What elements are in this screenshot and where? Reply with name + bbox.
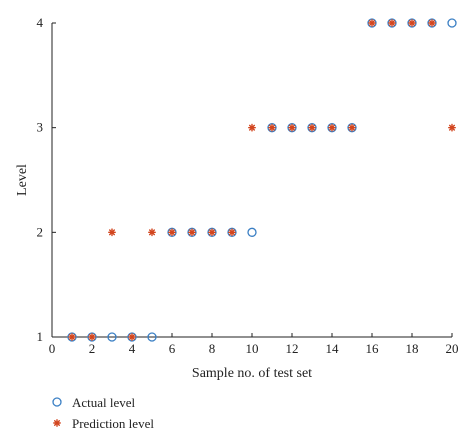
prediction-level-point bbox=[68, 333, 76, 341]
actual-level-point bbox=[267, 123, 277, 133]
actual-level-point bbox=[347, 123, 357, 133]
actual-level-point bbox=[287, 123, 297, 133]
y-tick-label: 4 bbox=[37, 15, 44, 30]
actual-level-point bbox=[447, 18, 457, 28]
prediction-level-point bbox=[208, 228, 216, 237]
prediction-level-point bbox=[248, 123, 256, 132]
prediction-level-point bbox=[168, 228, 176, 237]
prediction-level-point bbox=[188, 228, 196, 237]
actual-level-point bbox=[167, 227, 177, 237]
legend-circle-icon bbox=[52, 397, 62, 407]
prediction-level-point bbox=[428, 19, 436, 27]
prediction-level-point bbox=[448, 123, 456, 132]
x-tick-label: 14 bbox=[326, 341, 340, 356]
legend-label: Prediction level bbox=[72, 416, 154, 431]
y-axis-label: Level bbox=[15, 164, 30, 196]
x-tick-label: 6 bbox=[169, 341, 176, 356]
prediction-level-point bbox=[228, 228, 236, 237]
x-tick-label: 20 bbox=[446, 341, 459, 356]
x-tick-label: 10 bbox=[246, 341, 259, 356]
legend: Actual level Prediction level bbox=[52, 395, 154, 431]
legend-star-icon bbox=[53, 419, 61, 427]
actual-level-point bbox=[427, 18, 437, 28]
prediction-level-point bbox=[408, 19, 416, 27]
prediction-level-point bbox=[148, 228, 156, 237]
data-points bbox=[67, 18, 457, 342]
actual-level-point bbox=[247, 227, 257, 237]
x-tick-label: 12 bbox=[286, 341, 299, 356]
x-tick-label: 8 bbox=[209, 341, 216, 356]
legend-label: Actual level bbox=[72, 395, 136, 410]
y-tick-label: 3 bbox=[37, 120, 44, 135]
y-tick-label: 2 bbox=[37, 224, 44, 239]
x-tick-label: 4 bbox=[129, 341, 136, 356]
prediction-level-point bbox=[288, 123, 296, 132]
actual-level-point bbox=[367, 18, 377, 28]
x-axis-label: Sample no. of test set bbox=[192, 366, 312, 381]
y-tick-label: 1 bbox=[37, 329, 44, 344]
actual-level-point bbox=[327, 123, 337, 133]
prediction-level-point bbox=[348, 123, 356, 132]
prediction-level-point bbox=[128, 333, 136, 341]
x-tick-label: 0 bbox=[49, 341, 56, 356]
actual-level-point bbox=[307, 123, 317, 133]
actual-level-point bbox=[407, 18, 417, 28]
actual-level-point bbox=[127, 332, 137, 342]
actual-level-point bbox=[207, 227, 217, 237]
actual-level-point bbox=[227, 227, 237, 237]
x-tick-label: 2 bbox=[89, 341, 96, 356]
actual-level-point bbox=[67, 332, 77, 342]
x-tick-label: 18 bbox=[406, 341, 419, 356]
actual-level-point bbox=[187, 227, 197, 237]
actual-level-point bbox=[147, 332, 157, 342]
x-tick-label: 16 bbox=[366, 341, 380, 356]
actual-level-point bbox=[87, 332, 97, 342]
prediction-level-point bbox=[88, 333, 96, 341]
prediction-level-point bbox=[368, 19, 376, 27]
actual-level-point bbox=[107, 332, 117, 342]
prediction-level-point bbox=[268, 123, 276, 132]
prediction-level-point bbox=[328, 123, 336, 132]
prediction-level-point bbox=[308, 123, 316, 132]
actual-level-point bbox=[387, 18, 397, 28]
prediction-level-point bbox=[388, 19, 396, 27]
prediction-level-point bbox=[108, 228, 116, 237]
